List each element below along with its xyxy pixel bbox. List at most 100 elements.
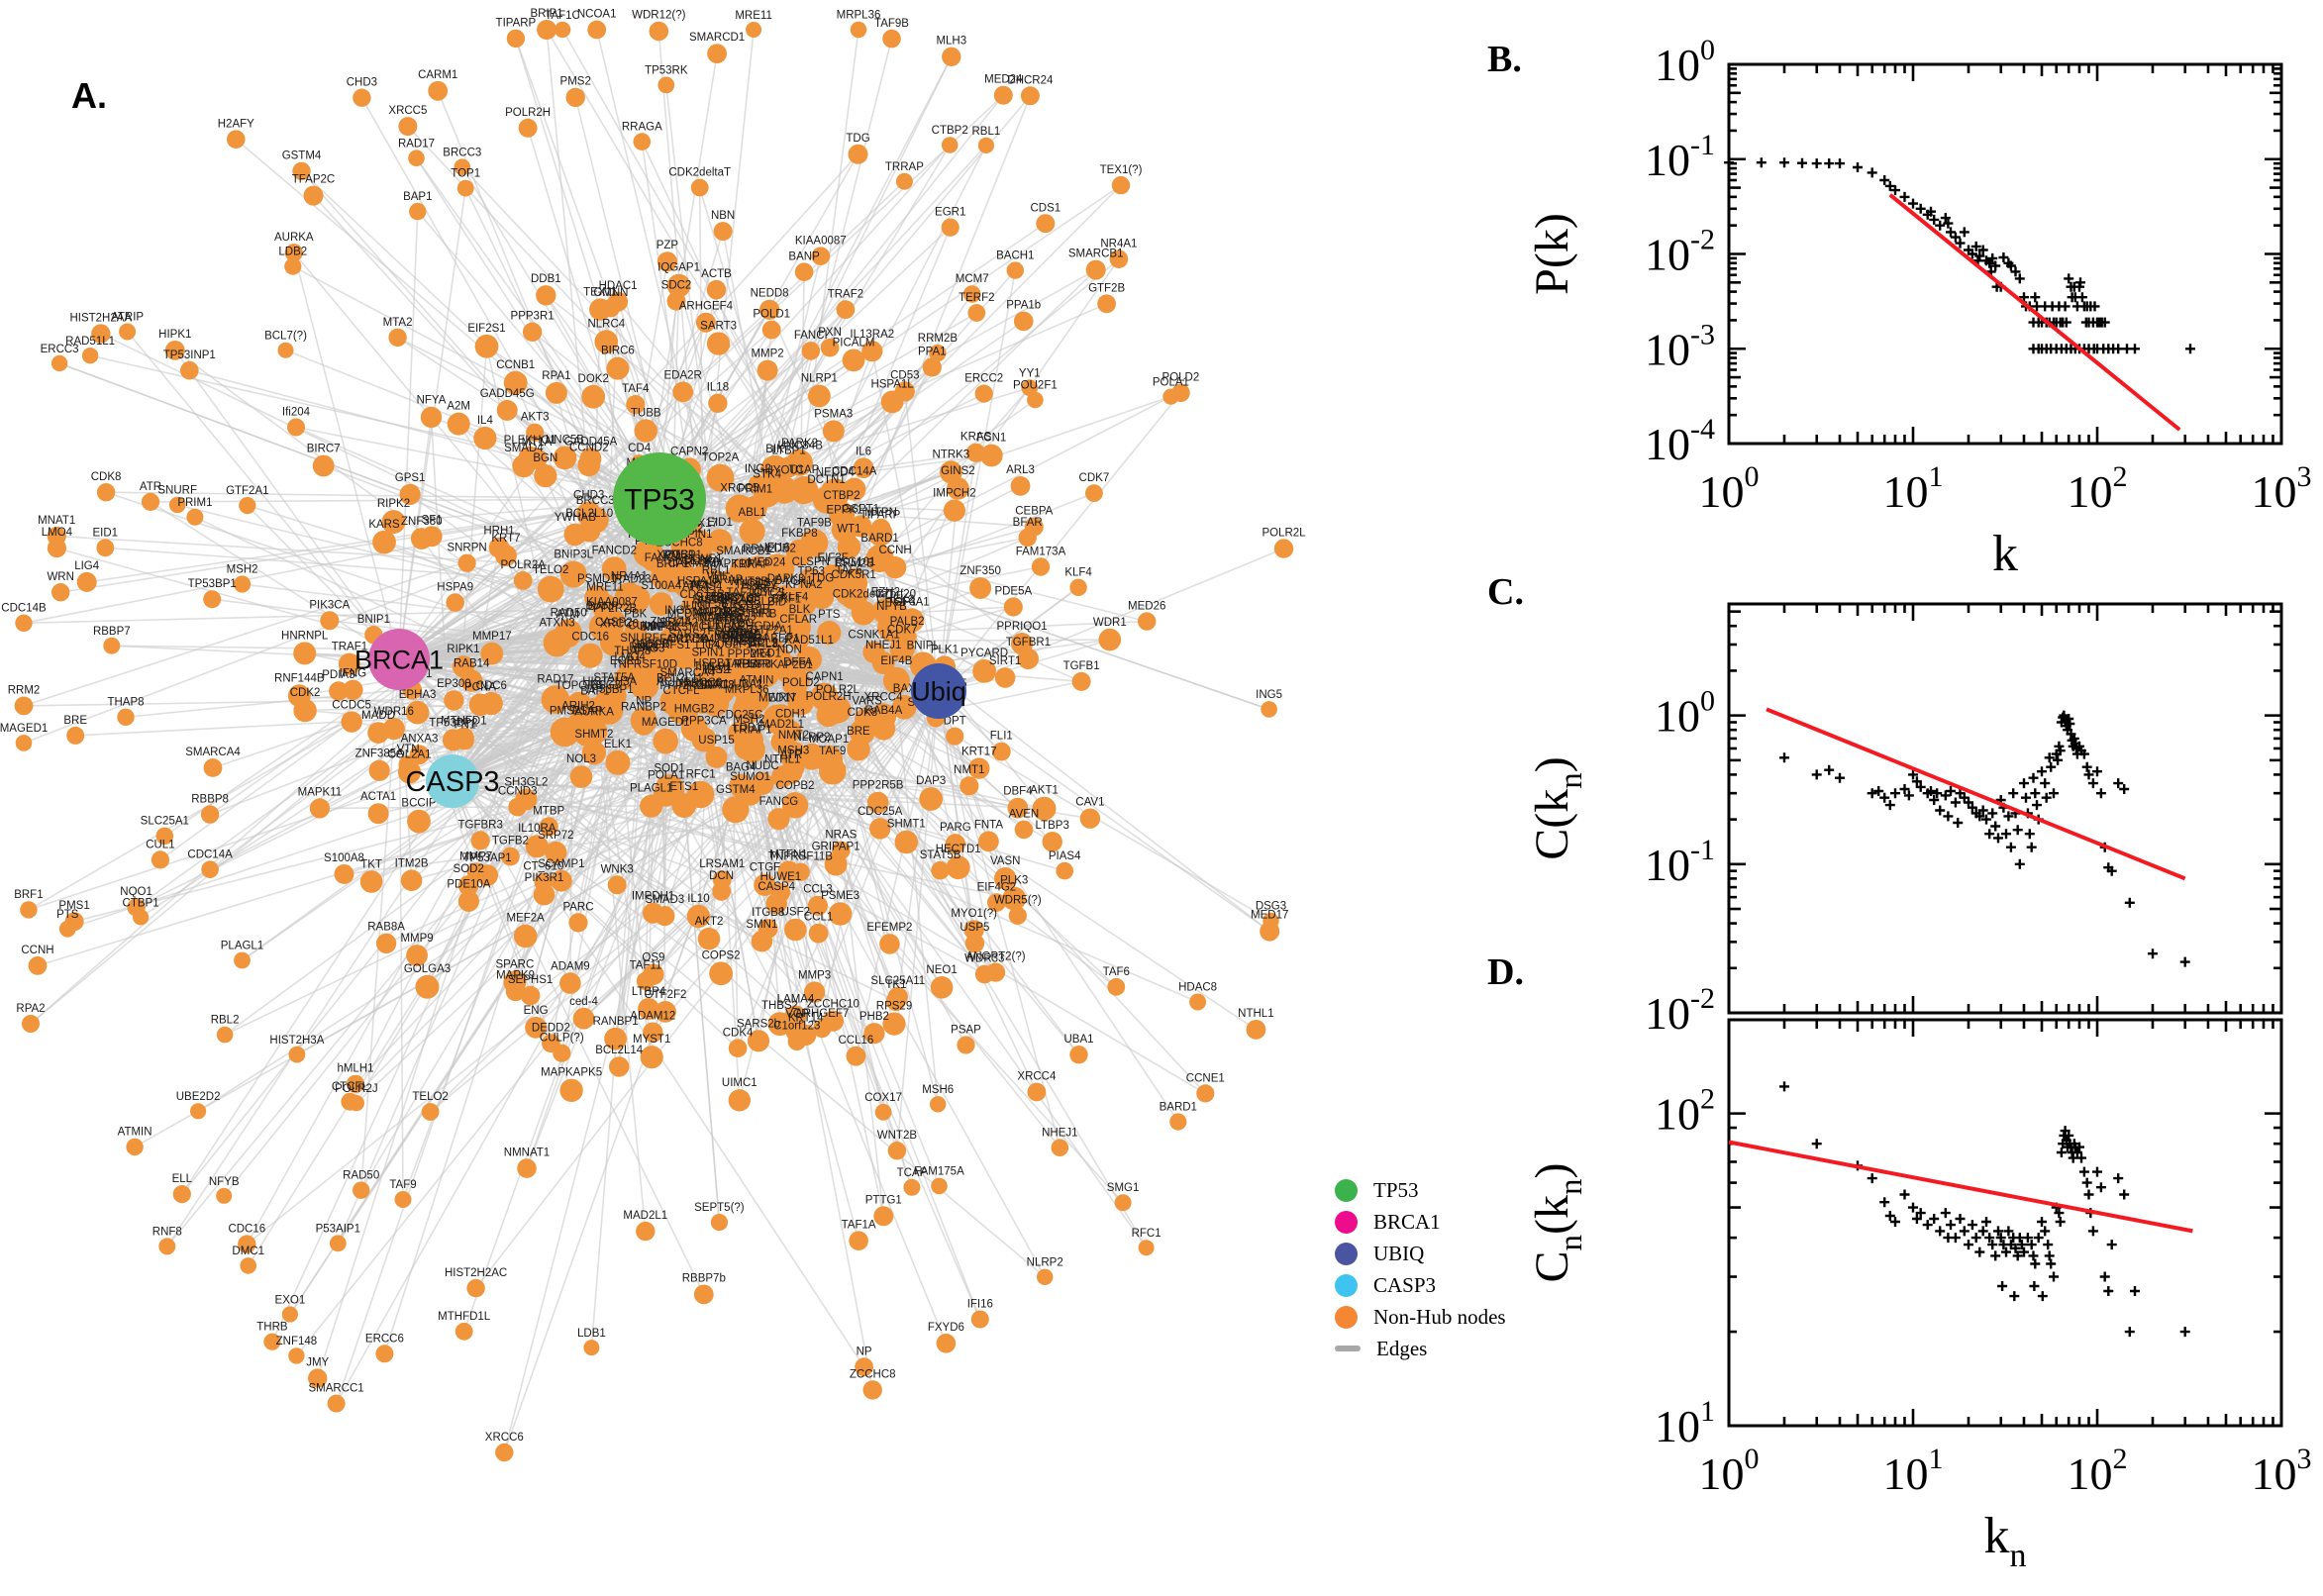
svg-text:EIF4G2: EIF4G2 [977, 881, 1017, 893]
svg-text:WDR1: WDR1 [1093, 617, 1127, 629]
svg-text:CCL3: CCL3 [803, 884, 832, 896]
svg-text:BIRC6: BIRC6 [601, 346, 635, 357]
svg-text:H2AFY: H2AFY [741, 581, 777, 593]
svg-text:STAT5A: STAT5A [593, 672, 635, 684]
svg-text:TOP1: TOP1 [887, 596, 917, 608]
svg-text:HSPA1L: HSPA1L [870, 379, 914, 391]
svg-text:ITM2B: ITM2B [395, 857, 429, 869]
svg-text:ZNF385A: ZNF385A [355, 748, 405, 760]
svg-text:CASP4: CASP4 [758, 881, 795, 893]
svg-text:ELL: ELL [701, 620, 722, 632]
svg-text:WDR12(?): WDR12(?) [632, 10, 685, 22]
svg-text:BCL7(?): BCL7(?) [264, 331, 307, 343]
svg-text:PPP3R1: PPP3R1 [511, 311, 555, 323]
svg-text:ANGPT2(?): ANGPT2(?) [966, 951, 1026, 963]
svg-text:STK4: STK4 [753, 468, 781, 480]
panel-c-label: C. [1487, 571, 1524, 613]
svg-text:WDR5(?): WDR5(?) [994, 895, 1042, 907]
svg-text:BAP1: BAP1 [580, 686, 609, 698]
svg-text:LRSAM1: LRSAM1 [699, 858, 745, 870]
svg-text:IMPDH1: IMPDH1 [632, 891, 674, 903]
svg-text:MAP2K7: MAP2K7 [692, 607, 737, 619]
svg-text:C7orf20: C7orf20 [875, 589, 916, 601]
svg-text:ARIH2: ARIH2 [561, 701, 595, 713]
scatter-plots: 100 101 102 10310010-110-210-310-4P(k)k1001… [1526, 34, 2312, 1574]
svg-text:MED23: MED23 [714, 630, 752, 642]
svg-text:NEO1: NEO1 [926, 964, 957, 976]
svg-text:TELO2: TELO2 [533, 564, 568, 576]
svg-text:100: 100 [1655, 685, 1715, 742]
svg-text:EGR1: EGR1 [610, 655, 641, 667]
svg-text:MLH3: MLH3 [936, 36, 966, 48]
svg-text:DHCR24: DHCR24 [723, 633, 769, 645]
svg-text:TP53BP2: TP53BP2 [429, 717, 477, 729]
svg-text:BARD1: BARD1 [860, 533, 898, 545]
network-node-labels: TP53RKKIAA0087THAP8CDC14BDSG3NTHL1SNURFM… [0, 8, 1306, 1444]
svg-text:NDUFS1: NDUFS1 [699, 613, 745, 625]
svg-text:TIPARP: TIPARP [860, 509, 901, 521]
svg-text:JMY: JMY [306, 1356, 329, 1368]
svg-text:PDE5A: PDE5A [994, 585, 1032, 597]
svg-text:HECTD1: HECTD1 [936, 844, 981, 855]
svg-text:GTF2A1: GTF2A1 [750, 625, 792, 637]
svg-text:BMF: BMF [640, 621, 663, 633]
network-nodes [14, 20, 1294, 1462]
svg-text:MTBP: MTBP [533, 805, 564, 817]
svg-text:PLEKHO1: PLEKHO1 [504, 435, 556, 447]
svg-text:TFAP2C: TFAP2C [292, 174, 335, 186]
svg-text:EGR1: EGR1 [935, 207, 965, 219]
svg-text:BCL2: BCL2 [750, 638, 778, 649]
svg-text:VCP: VCP [785, 1009, 809, 1021]
svg-text:TAF1A: TAF1A [725, 658, 759, 670]
svg-text:HIPK1: HIPK1 [158, 329, 191, 341]
svg-text:BANP: BANP [788, 250, 820, 262]
svg-text:ZNF350: ZNF350 [960, 565, 1001, 577]
svg-text:TRAF1: TRAF1 [332, 642, 367, 653]
hub-label-ubiq: Ubiq [911, 676, 966, 706]
svg-text:BGN: BGN [533, 452, 557, 464]
svg-text:LTBP3: LTBP3 [1036, 820, 1069, 832]
svg-text:ATMIN: ATMIN [740, 675, 774, 687]
svg-text:CSNK1A1: CSNK1A1 [848, 630, 899, 642]
svg-text:TP63: TP63 [797, 566, 825, 578]
svg-text:PSAP: PSAP [951, 1024, 981, 1036]
svg-text:ATP2A2: ATP2A2 [715, 615, 757, 627]
svg-text:CDC14B: CDC14B [680, 589, 726, 601]
svg-text:POU2F1: POU2F1 [708, 639, 753, 650]
svg-text:DCTN1: DCTN1 [807, 474, 845, 486]
svg-text:UBA1: UBA1 [1063, 1034, 1093, 1046]
svg-text:H2AFY: H2AFY [218, 118, 254, 130]
svg-text:NLRP1: NLRP1 [801, 373, 838, 385]
svg-text:CDK2deltaT: CDK2deltaT [668, 167, 731, 179]
svg-text:IL13RA2: IL13RA2 [850, 329, 894, 341]
svg-text:BRE: BRE [63, 715, 87, 727]
svg-text:SOD2: SOD2 [454, 863, 484, 875]
svg-text:SART3: SART3 [700, 320, 737, 332]
svg-text:TP53INP1: TP53INP1 [163, 349, 216, 361]
svg-text:RAD17: RAD17 [537, 673, 573, 685]
svg-text:TAF9B: TAF9B [797, 517, 832, 529]
svg-text:MAP2K4: MAP2K4 [697, 612, 743, 624]
svg-text:TP53RK: TP53RK [645, 65, 688, 77]
svg-text:MAD2L1: MAD2L1 [623, 1210, 667, 1222]
svg-text:POLR2H: POLR2H [806, 691, 852, 703]
svg-text:BACH1: BACH1 [996, 249, 1034, 261]
svg-text:ZNF148: ZNF148 [276, 1336, 318, 1347]
svg-text:RAD50: RAD50 [343, 1169, 379, 1181]
svg-text:TKT: TKT [360, 858, 382, 870]
svg-text:TRIAP1: TRIAP1 [732, 725, 771, 737]
panel-b-plot: 100 101 102 103 100 10-1 10-2 10-3 10-4 P(k) k [1526, 34, 2312, 582]
svg-text:NEDD4: NEDD4 [816, 466, 856, 478]
svg-text:CLSPN: CLSPN [792, 556, 830, 568]
svg-text:TP53BP1: TP53BP1 [188, 578, 237, 590]
svg-text:BCL2L11: BCL2L11 [656, 673, 703, 685]
svg-text:MRE11: MRE11 [735, 10, 772, 22]
svg-text:WRN: WRN [47, 571, 73, 583]
svg-text:ELK1: ELK1 [604, 739, 632, 750]
svg-text:NFYA: NFYA [417, 395, 447, 407]
svg-text:EID1: EID1 [93, 527, 119, 539]
svg-text:ATXN3: ATXN3 [539, 617, 574, 629]
svg-text:SNURF: SNURF [620, 633, 659, 645]
svg-text:C1orf123: C1orf123 [773, 1021, 820, 1033]
hub-label-brca1: BRCA1 [354, 645, 444, 674]
